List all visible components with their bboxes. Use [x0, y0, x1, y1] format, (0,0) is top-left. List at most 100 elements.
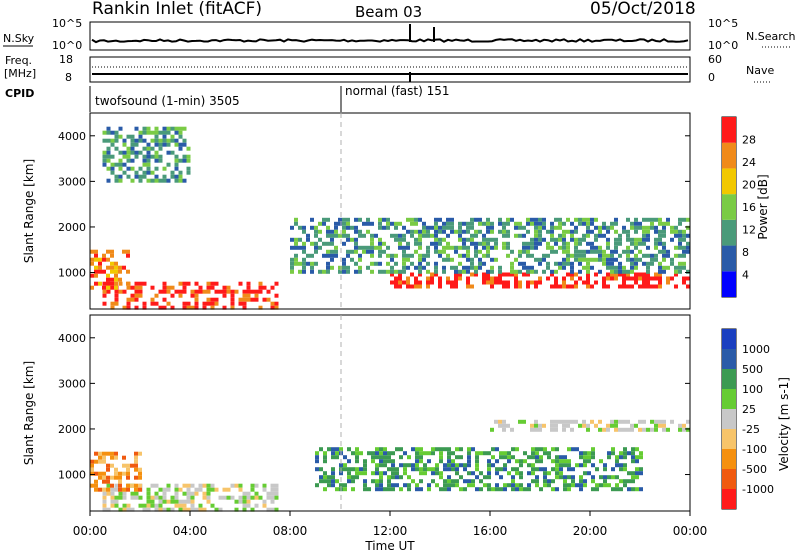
echo-cell: [391, 459, 395, 464]
echo-cell: [515, 447, 519, 452]
echo-cell: [534, 257, 538, 262]
nave-label: Nave: [746, 64, 774, 77]
echo-cell: [514, 221, 518, 226]
echo-cell: [466, 269, 470, 274]
echo-cell: [391, 483, 395, 488]
echo-cell: [106, 257, 110, 262]
echo-cell: [634, 265, 638, 270]
echo-cell: [682, 261, 686, 266]
echo-cell: [170, 174, 175, 179]
echo-cell: [467, 459, 471, 464]
echo-cell: [626, 217, 630, 222]
echo-cell: [210, 301, 215, 306]
echo-cell: [618, 241, 622, 246]
echo-cell: [486, 225, 490, 230]
echo-cell: [662, 233, 666, 238]
echo-cell: [118, 134, 123, 139]
echo-cell: [650, 284, 654, 289]
echo-cell: [318, 221, 322, 226]
echo-cell: [423, 467, 427, 472]
echo-cell: [575, 447, 579, 452]
echo-cell: [638, 419, 642, 424]
echo-cell: [522, 265, 526, 270]
echo-cell: [342, 261, 346, 266]
echo-cell: [642, 241, 646, 246]
echo-cell: [418, 217, 422, 222]
echo-cell: [339, 463, 343, 468]
echo-cell: [506, 229, 510, 234]
echo-cell: [178, 289, 183, 294]
echo-cell: [346, 221, 350, 226]
echo-cell: [190, 293, 195, 298]
echo-cell: [510, 261, 514, 266]
echo-cell: [370, 221, 374, 226]
echo-cell: [534, 217, 538, 222]
echo-cell: [562, 221, 566, 226]
echo-cell: [526, 217, 530, 222]
echo-cell: [498, 269, 502, 274]
echo-cell: [186, 483, 191, 488]
echo-cell: [535, 479, 539, 484]
echo-cell: [646, 269, 650, 274]
echo-cell: [471, 447, 475, 452]
noise-panel: N.Sky 10^5 10^0 10^5 10^0 N.Search: [3, 17, 796, 52]
echo-cell: [534, 419, 538, 424]
echo-cell: [246, 285, 251, 290]
echo-cell: [170, 150, 175, 155]
colorbar-swatch: [722, 409, 736, 429]
echo-cell: [238, 483, 243, 488]
echo-cell: [114, 146, 119, 151]
echo-cell: [562, 237, 566, 242]
echo-cell: [467, 471, 471, 476]
echo-cell: [579, 463, 583, 468]
echo-cell: [419, 471, 423, 476]
echo-cell: [114, 301, 119, 306]
echo-cell: [530, 253, 534, 258]
echo-cell: [499, 455, 503, 460]
echo-cell: [375, 467, 379, 472]
echo-cell: [466, 265, 470, 270]
echo-cell: [586, 225, 590, 230]
echo-cell: [658, 233, 662, 238]
echo-cell: [106, 289, 111, 294]
echo-cell: [546, 265, 550, 270]
echo-cell: [522, 225, 526, 230]
echo-cell: [610, 261, 614, 266]
echo-cell: [511, 455, 515, 460]
echo-cell: [122, 265, 126, 270]
echo-cell: [410, 221, 414, 226]
echo-cell: [274, 487, 279, 492]
echo-cell: [466, 245, 470, 250]
echo-cell: [479, 471, 483, 476]
echo-cell: [606, 265, 610, 270]
echo-cell: [455, 455, 459, 460]
echo-cell: [422, 265, 426, 270]
echo-cell: [635, 475, 639, 480]
echo-cell: [194, 305, 199, 310]
echo-cell: [134, 487, 138, 492]
echo-cell: [198, 507, 203, 512]
echo-cell: [326, 253, 330, 258]
echo-cell: [214, 281, 219, 286]
echo-cell: [370, 241, 374, 246]
echo-cell: [363, 471, 367, 476]
echo-cell: [666, 221, 670, 226]
echo-cell: [322, 269, 326, 274]
echo-cell: [190, 491, 195, 496]
echo-cell: [439, 487, 443, 492]
echo-cell: [570, 427, 574, 432]
echo-cell: [642, 217, 646, 222]
echo-cell: [566, 261, 570, 266]
echo-cell: [447, 475, 451, 480]
echo-cell: [330, 257, 334, 262]
echo-cell: [539, 467, 543, 472]
echo-cell: [619, 487, 623, 492]
echo-cell: [586, 241, 590, 246]
echo-cell: [686, 249, 690, 254]
echo-cell: [214, 507, 219, 512]
echo-cell: [559, 471, 563, 476]
echo-cell: [550, 419, 554, 424]
echo-cell: [486, 245, 490, 250]
echo-cell: [322, 217, 326, 222]
